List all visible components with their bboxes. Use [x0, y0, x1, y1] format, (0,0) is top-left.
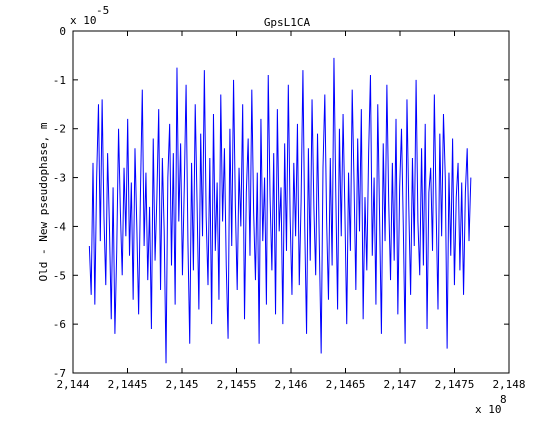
y-tick-label: -7: [53, 367, 66, 380]
y-tick-label: -1: [53, 74, 66, 87]
y-axis-ticks: -7 -6 -5 -4 -3 -2 -1 0: [53, 25, 509, 380]
y-exponent-base: x 10: [70, 14, 97, 27]
x-tick-label: 2,146: [274, 378, 307, 391]
x-tick-label: 2,145: [165, 378, 198, 391]
y-tick-label: -4: [53, 220, 67, 233]
x-tick-label: 2,1455: [217, 378, 257, 391]
x-tick-label: 2,1465: [326, 378, 366, 391]
x-tick-label: 2,144: [56, 378, 89, 391]
y-tick-label: -6: [53, 318, 66, 331]
x-tick-label: 2,147: [383, 378, 416, 391]
y-axis-label: Old - New pseudophase, m: [37, 122, 50, 281]
chart-title: GpsL1CA: [264, 16, 311, 29]
y-tick-label: 0: [59, 25, 66, 38]
x-axis-ticks: 2,144 2,1445 2,145 2,1455 2,146 2,1465 2,147 2,…: [56, 31, 526, 391]
y-tick-label: -5: [53, 269, 66, 282]
series-line: [88, 57, 472, 364]
x-exponent-base: x 10: [475, 403, 502, 416]
y-tick-label: -2: [53, 123, 66, 136]
x-tick-label: 2,148: [492, 378, 525, 391]
plot-area: [72, 30, 510, 374]
x-tick-label: 2,1445: [108, 378, 148, 391]
y-exponent-value: -5: [96, 4, 109, 17]
y-tick-label: -3: [53, 172, 66, 185]
x-tick-label: 2,1475: [435, 378, 475, 391]
x-exponent-value: 8: [500, 393, 507, 406]
